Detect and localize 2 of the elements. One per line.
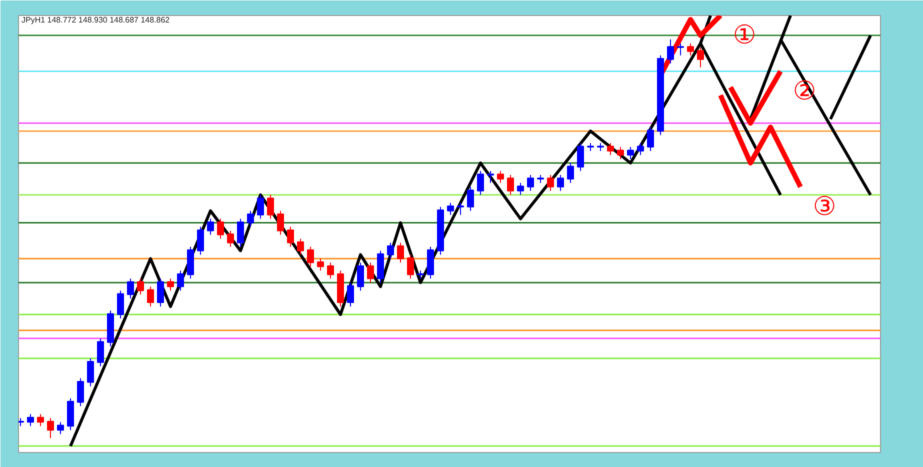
chart-title: JPyH1 148.772 148.930 148.687 148.862 <box>22 16 170 24</box>
annotation: ③ <box>812 192 836 222</box>
